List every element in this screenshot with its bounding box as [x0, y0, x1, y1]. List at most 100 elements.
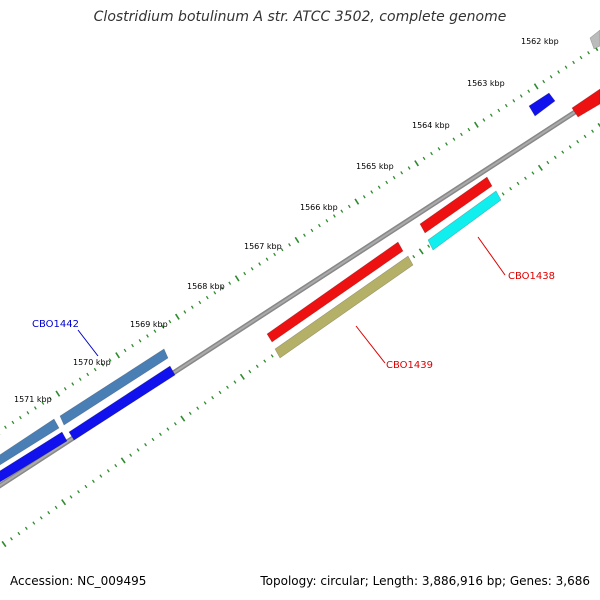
inner-tick-mark	[129, 453, 133, 457]
outer-tick-mark	[220, 286, 224, 290]
outer-tick-mark	[392, 175, 396, 180]
inner-tick-mark	[239, 373, 245, 380]
outer-tick-mark	[504, 103, 508, 108]
outer-tick-mark	[26, 411, 30, 415]
outer-tick-mark	[265, 257, 269, 261]
inner-tick-mark	[69, 495, 73, 499]
gene-blue-feature[interactable]	[0, 431, 68, 485]
gene-steelblue-feature[interactable]	[0, 418, 60, 468]
tick-label: 1562 kbp	[521, 37, 559, 46]
inner-tick-mark	[537, 164, 543, 171]
outer-tick-mark	[115, 352, 121, 359]
tick-label: 1566 kbp	[300, 203, 338, 212]
backbone-line-highlight	[0, 94, 600, 487]
outer-tick-mark	[4, 425, 7, 429]
outer-tick-mark	[243, 271, 247, 276]
gene-steelblue-feature-cbo1442[interactable]	[59, 348, 169, 426]
gene-cyan-feature-cbo1438[interactable]	[427, 190, 502, 251]
inner-tick-mark	[144, 443, 148, 447]
inner-tick-mark	[196, 406, 200, 410]
inner-tick-mark	[47, 510, 51, 515]
outer-tick-mark	[303, 233, 306, 237]
outer-tick-mark	[41, 401, 45, 405]
outer-tick-mark	[533, 83, 539, 90]
outer-tick-mark	[385, 180, 389, 185]
tick-label: 1569 kbp	[130, 320, 168, 329]
outer-tick-mark	[452, 137, 456, 141]
inner-tick-mark	[32, 521, 36, 525]
inner-tick-mark	[180, 415, 186, 422]
outer-tick-mark	[437, 147, 441, 151]
inner-tick-mark	[203, 401, 207, 405]
leader-line-cbo1442	[77, 329, 99, 357]
inner-tick-mark	[1, 540, 7, 548]
inner-tick-mark	[418, 248, 424, 255]
inner-tick-mark	[597, 122, 600, 128]
gene-label-cbo1438[interactable]: CBO1438	[508, 271, 555, 282]
gene-label-cbo1439[interactable]: CBO1439	[386, 360, 433, 371]
inner-tick-mark	[188, 411, 192, 416]
outer-tick-mark	[370, 190, 374, 194]
outer-tick-mark	[11, 420, 15, 425]
gene-features	[0, 29, 600, 485]
gene-red-feature[interactable]	[571, 88, 600, 118]
inner-tick-mark	[106, 469, 110, 473]
leader-line-cbo1438	[477, 236, 506, 276]
tick-label: 1570 kbp	[73, 358, 111, 367]
inner-tick-mark	[509, 187, 513, 191]
outer-tick-mark	[400, 171, 404, 175]
gene-label-cbo1442[interactable]: CBO1442	[32, 319, 79, 330]
inner-tick-mark	[158, 432, 162, 436]
inner-tick-mark	[553, 155, 557, 160]
outer-tick-mark	[414, 160, 420, 167]
outer-tick-mark	[205, 295, 209, 300]
inner-tick-mark	[531, 171, 535, 175]
inner-tick-mark	[17, 531, 21, 536]
outer-tick-mark	[527, 89, 531, 93]
map-title: Clostridium botulinum A str. ATCC 3502, …	[93, 9, 507, 25]
gene-blue-feature[interactable]	[68, 365, 176, 441]
outer-tick-mark	[258, 262, 262, 266]
outer-tick-mark	[354, 198, 360, 205]
inner-tick-mark	[501, 192, 505, 196]
outer-tick-mark	[183, 310, 187, 314]
inner-tick-mark	[9, 537, 13, 541]
outer-tick-mark	[280, 247, 284, 252]
gene-olive-feature-cbo1439[interactable]	[274, 255, 414, 359]
outer-tick-mark	[587, 51, 590, 55]
inner-tick-mark	[583, 134, 587, 139]
inner-tick-mark	[546, 160, 550, 165]
outer-tick-mark	[467, 127, 471, 132]
tick-label: 1565 kbp	[356, 162, 394, 171]
outer-tick-mark	[131, 343, 134, 348]
outer-tick-mark	[273, 252, 276, 257]
gene-red-feature-cbo1439-pair[interactable]	[266, 241, 404, 343]
inner-tick-mark	[255, 364, 259, 369]
outer-tick-mark	[123, 348, 127, 353]
outer-tick-mark	[250, 267, 254, 271]
tick-label: 1568 kbp	[187, 282, 225, 291]
inner-tick-mark	[77, 490, 80, 494]
tick-label: 1571 kbp	[14, 395, 52, 404]
outer-tick-mark	[101, 363, 105, 367]
inner-tick-mark	[218, 390, 222, 395]
outer-tick-mark	[549, 75, 553, 79]
inner-tick-mark	[270, 354, 274, 358]
gene-grey-feature[interactable]	[589, 29, 600, 50]
inner-tick-mark	[99, 474, 103, 478]
tick-labels: 1562 kbp 1563 kbp 1564 kbp 1565 kbp 1566 kbp…	[14, 37, 559, 404]
leader-line-cbo1439	[355, 325, 386, 364]
inner-tick-mark	[516, 181, 520, 186]
inner-tick-mark	[263, 359, 267, 363]
tick-label: 1563 kbp	[467, 79, 505, 88]
outer-tick-mark	[234, 275, 240, 282]
outer-tick-mark	[579, 55, 583, 60]
inner-tick-mark	[39, 516, 43, 520]
gene-blue-feature[interactable]	[528, 92, 556, 117]
accession-text: Accession: NC_009495	[10, 574, 147, 588]
gene-red-feature[interactable]	[419, 176, 493, 234]
inner-tick-mark	[54, 505, 58, 510]
inner-tick-mark	[24, 526, 28, 531]
outer-tick-mark	[33, 406, 37, 410]
